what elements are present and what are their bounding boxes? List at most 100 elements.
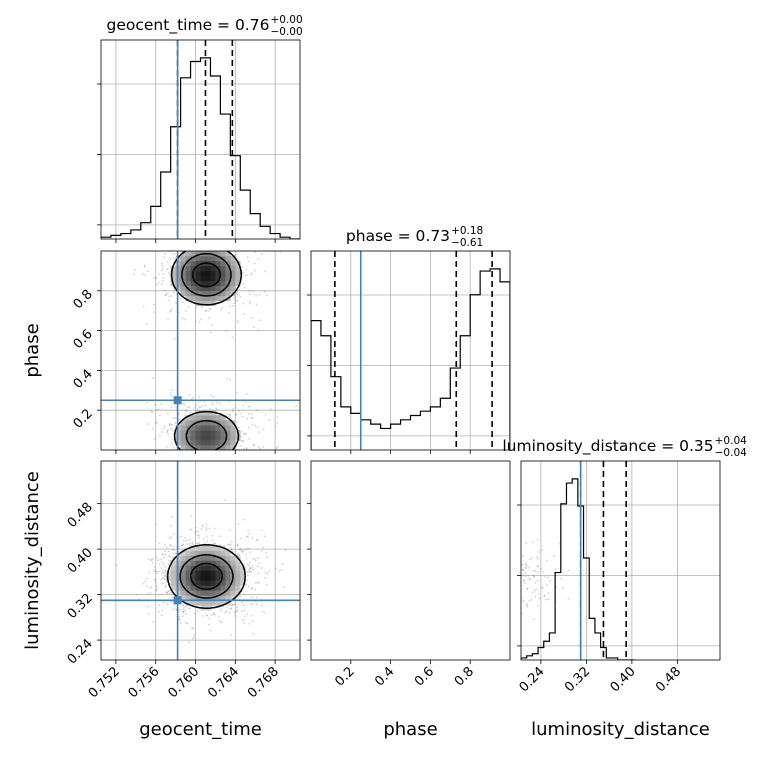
sample-point [301,570,303,572]
sample-point [263,576,266,579]
sample-point [245,447,248,450]
density-cell [500,585,505,590]
density-cell [235,570,241,576]
sample-point [333,584,335,586]
sample-point [320,600,322,602]
sample-point [234,244,236,246]
sample-point [184,609,187,612]
sample-point [268,570,271,572]
sample-point [239,296,242,298]
sample-point [197,474,199,476]
sample-point [189,206,191,208]
density-cell [230,285,236,292]
sample-point [171,556,174,559]
density-cell [316,580,321,585]
sample-point [504,577,506,579]
sample-point [494,535,496,537]
sample-point [191,452,193,454]
sample-point [318,558,320,560]
density-cell [200,570,206,576]
sample-point [332,547,334,549]
sample-point [479,549,481,551]
sample-point [170,515,173,518]
sample-point [486,574,488,576]
sample-point [517,588,519,590]
sample-point [158,245,160,247]
sample-point [289,570,291,572]
sample-point [513,557,515,559]
sample-point [440,607,442,609]
sample-point [159,403,162,406]
sample-point [229,607,232,610]
density-cell [235,585,241,591]
sample-point [227,311,230,314]
sample-point [248,289,251,292]
sample-point [295,583,297,585]
histogram-phase [311,268,510,450]
sample-point [183,214,185,216]
sample-point [253,474,255,476]
sample-point [256,462,258,464]
sample-point [456,584,458,586]
sample-point [201,476,203,478]
sample-point [541,586,543,589]
sample-point [198,458,200,460]
sample-point [504,577,506,579]
density-cell [316,561,321,566]
sample-point [329,601,331,603]
sample-point [507,568,509,570]
density-cell [495,561,500,566]
sample-point [461,564,463,566]
density-cell [485,565,490,570]
density-cell [326,580,331,585]
sample-point [486,591,488,593]
sample-point [335,570,337,572]
panel-frame [100,39,301,240]
sample-point [530,599,533,601]
density-cell [500,570,505,575]
sample-point [287,565,289,567]
panel-title-luminosity_distance: luminosity_distance = 0.35 +0.04−0.04 [502,435,747,459]
sample-point [478,589,480,591]
sample-point [337,574,339,576]
sample-point [314,597,316,599]
density-cell [180,445,186,450]
sample-point [249,567,252,570]
sample-point [278,580,280,582]
density-cell [220,560,226,566]
sample-point [234,298,236,301]
density-cell [195,550,201,556]
sample-point [477,570,479,572]
sample-point [538,551,541,553]
density-cell [210,260,216,267]
density-cell [210,580,216,586]
sample-point [334,579,336,581]
sample-point [338,593,340,595]
density-cell [230,275,236,282]
sample-point [251,289,254,292]
sample-point [455,613,457,615]
sample-point [335,558,337,560]
sample-point [210,468,212,470]
sample-point [466,575,468,577]
sample-point [146,585,149,588]
sample-point [456,594,458,596]
sample-point [472,584,474,586]
density-cell [170,575,176,581]
sample-point [234,614,237,617]
sample-point [493,566,495,568]
sample-point [304,585,306,587]
sample-point [504,557,506,559]
density-cell [475,570,480,575]
sample-point [250,602,253,605]
density-cell [205,255,211,262]
density-cell [215,585,221,591]
sample-point [513,601,515,603]
sample-point [452,550,454,552]
hist-panel-geocent_time [101,40,300,239]
sample-point [225,233,227,235]
sample-point [506,567,508,569]
density-cell [185,420,191,426]
sample-point [482,546,484,548]
density-cell [220,550,226,556]
